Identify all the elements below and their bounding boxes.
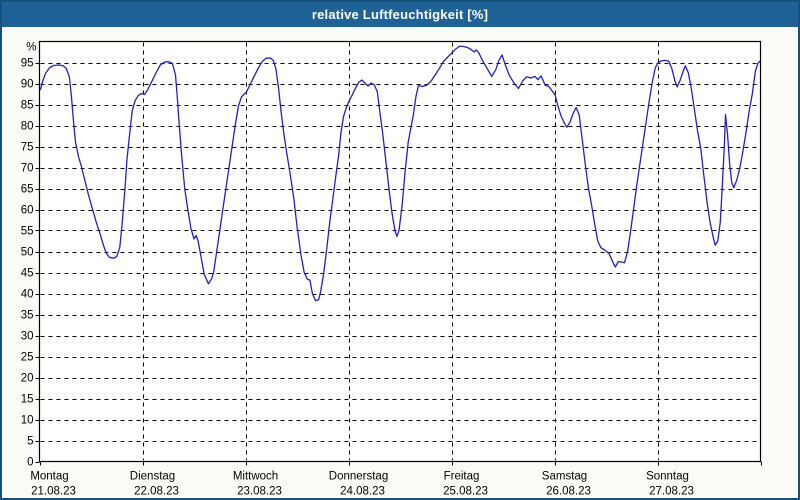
y-tick-label: 40 (21, 289, 34, 301)
gridlines (40, 42, 760, 461)
y-tick-label: 70 (21, 163, 34, 175)
y-tick-label: 30 (21, 331, 34, 343)
y-tick-label: 85 (21, 100, 34, 112)
day-date-label: 23.08.23 (237, 486, 282, 498)
day-name-label: Montag (30, 471, 68, 483)
y-tick-label: 10 (21, 415, 34, 427)
chart-area: 0 5 10 15 20 25 30 35 40 45 50 55 60 65 70 75 80 85 90 95% M… (2, 27, 798, 498)
axis-ticks (35, 63, 762, 466)
plot-frame (38, 40, 762, 463)
day-date-label: 27.08.23 (649, 486, 694, 498)
day-date-label: 21.08.23 (31, 486, 76, 498)
y-tick-label: 50 (21, 247, 34, 259)
y-axis-unit-label: % (26, 42, 36, 54)
y-tick-label: 65 (21, 184, 34, 196)
day-name-label: Sonntag (646, 471, 689, 483)
day-name-label: Freitag (444, 471, 480, 483)
y-tick-label: 95 (21, 58, 34, 70)
y-tick-label: 90 (21, 79, 34, 91)
y-tick-label: 80 (21, 121, 34, 133)
y-tick-label: 15 (21, 394, 34, 406)
y-tick-label: 25 (21, 352, 34, 364)
y-tick-label: 55 (21, 226, 34, 238)
day-name-label: Mittwoch (233, 471, 278, 483)
chart-title-bar: relative Luftfeuchtigkeit [%] (2, 2, 798, 27)
y-tick-label: 45 (21, 268, 34, 280)
day-name-label: Dienstag (130, 471, 175, 483)
y-tick-label: 75 (21, 142, 34, 154)
humidity-line-chart: 0 5 10 15 20 25 30 35 40 45 50 55 60 65 70 75 80 85 90 95% M… (21, 40, 762, 498)
y-tick-label: 5 (27, 436, 33, 448)
humidity-series-line (39, 45, 761, 302)
chart-title: relative Luftfeuchtigkeit [%] (311, 7, 489, 22)
y-tick-label: 35 (21, 310, 34, 322)
day-date-label: 25.08.23 (443, 486, 488, 498)
y-tick-label: 20 (21, 373, 34, 385)
day-date-label: 22.08.23 (134, 486, 179, 498)
day-name-label: Samstag (542, 471, 587, 483)
y-axis-labels: 0 5 10 15 20 25 30 35 40 45 50 55 60 65 70 75 80 85 90 95% (21, 42, 37, 469)
day-date-label: 26.08.23 (546, 486, 591, 498)
day-name-label: Donnerstag (329, 471, 388, 483)
day-date-label: 24.08.23 (340, 486, 385, 498)
y-tick-label: 0 (27, 457, 33, 469)
x-axis-labels: Montag 21.08.23 Dienstag 22.08.23 Mittwoch 23… (30, 471, 694, 498)
y-tick-label: 60 (21, 205, 34, 217)
